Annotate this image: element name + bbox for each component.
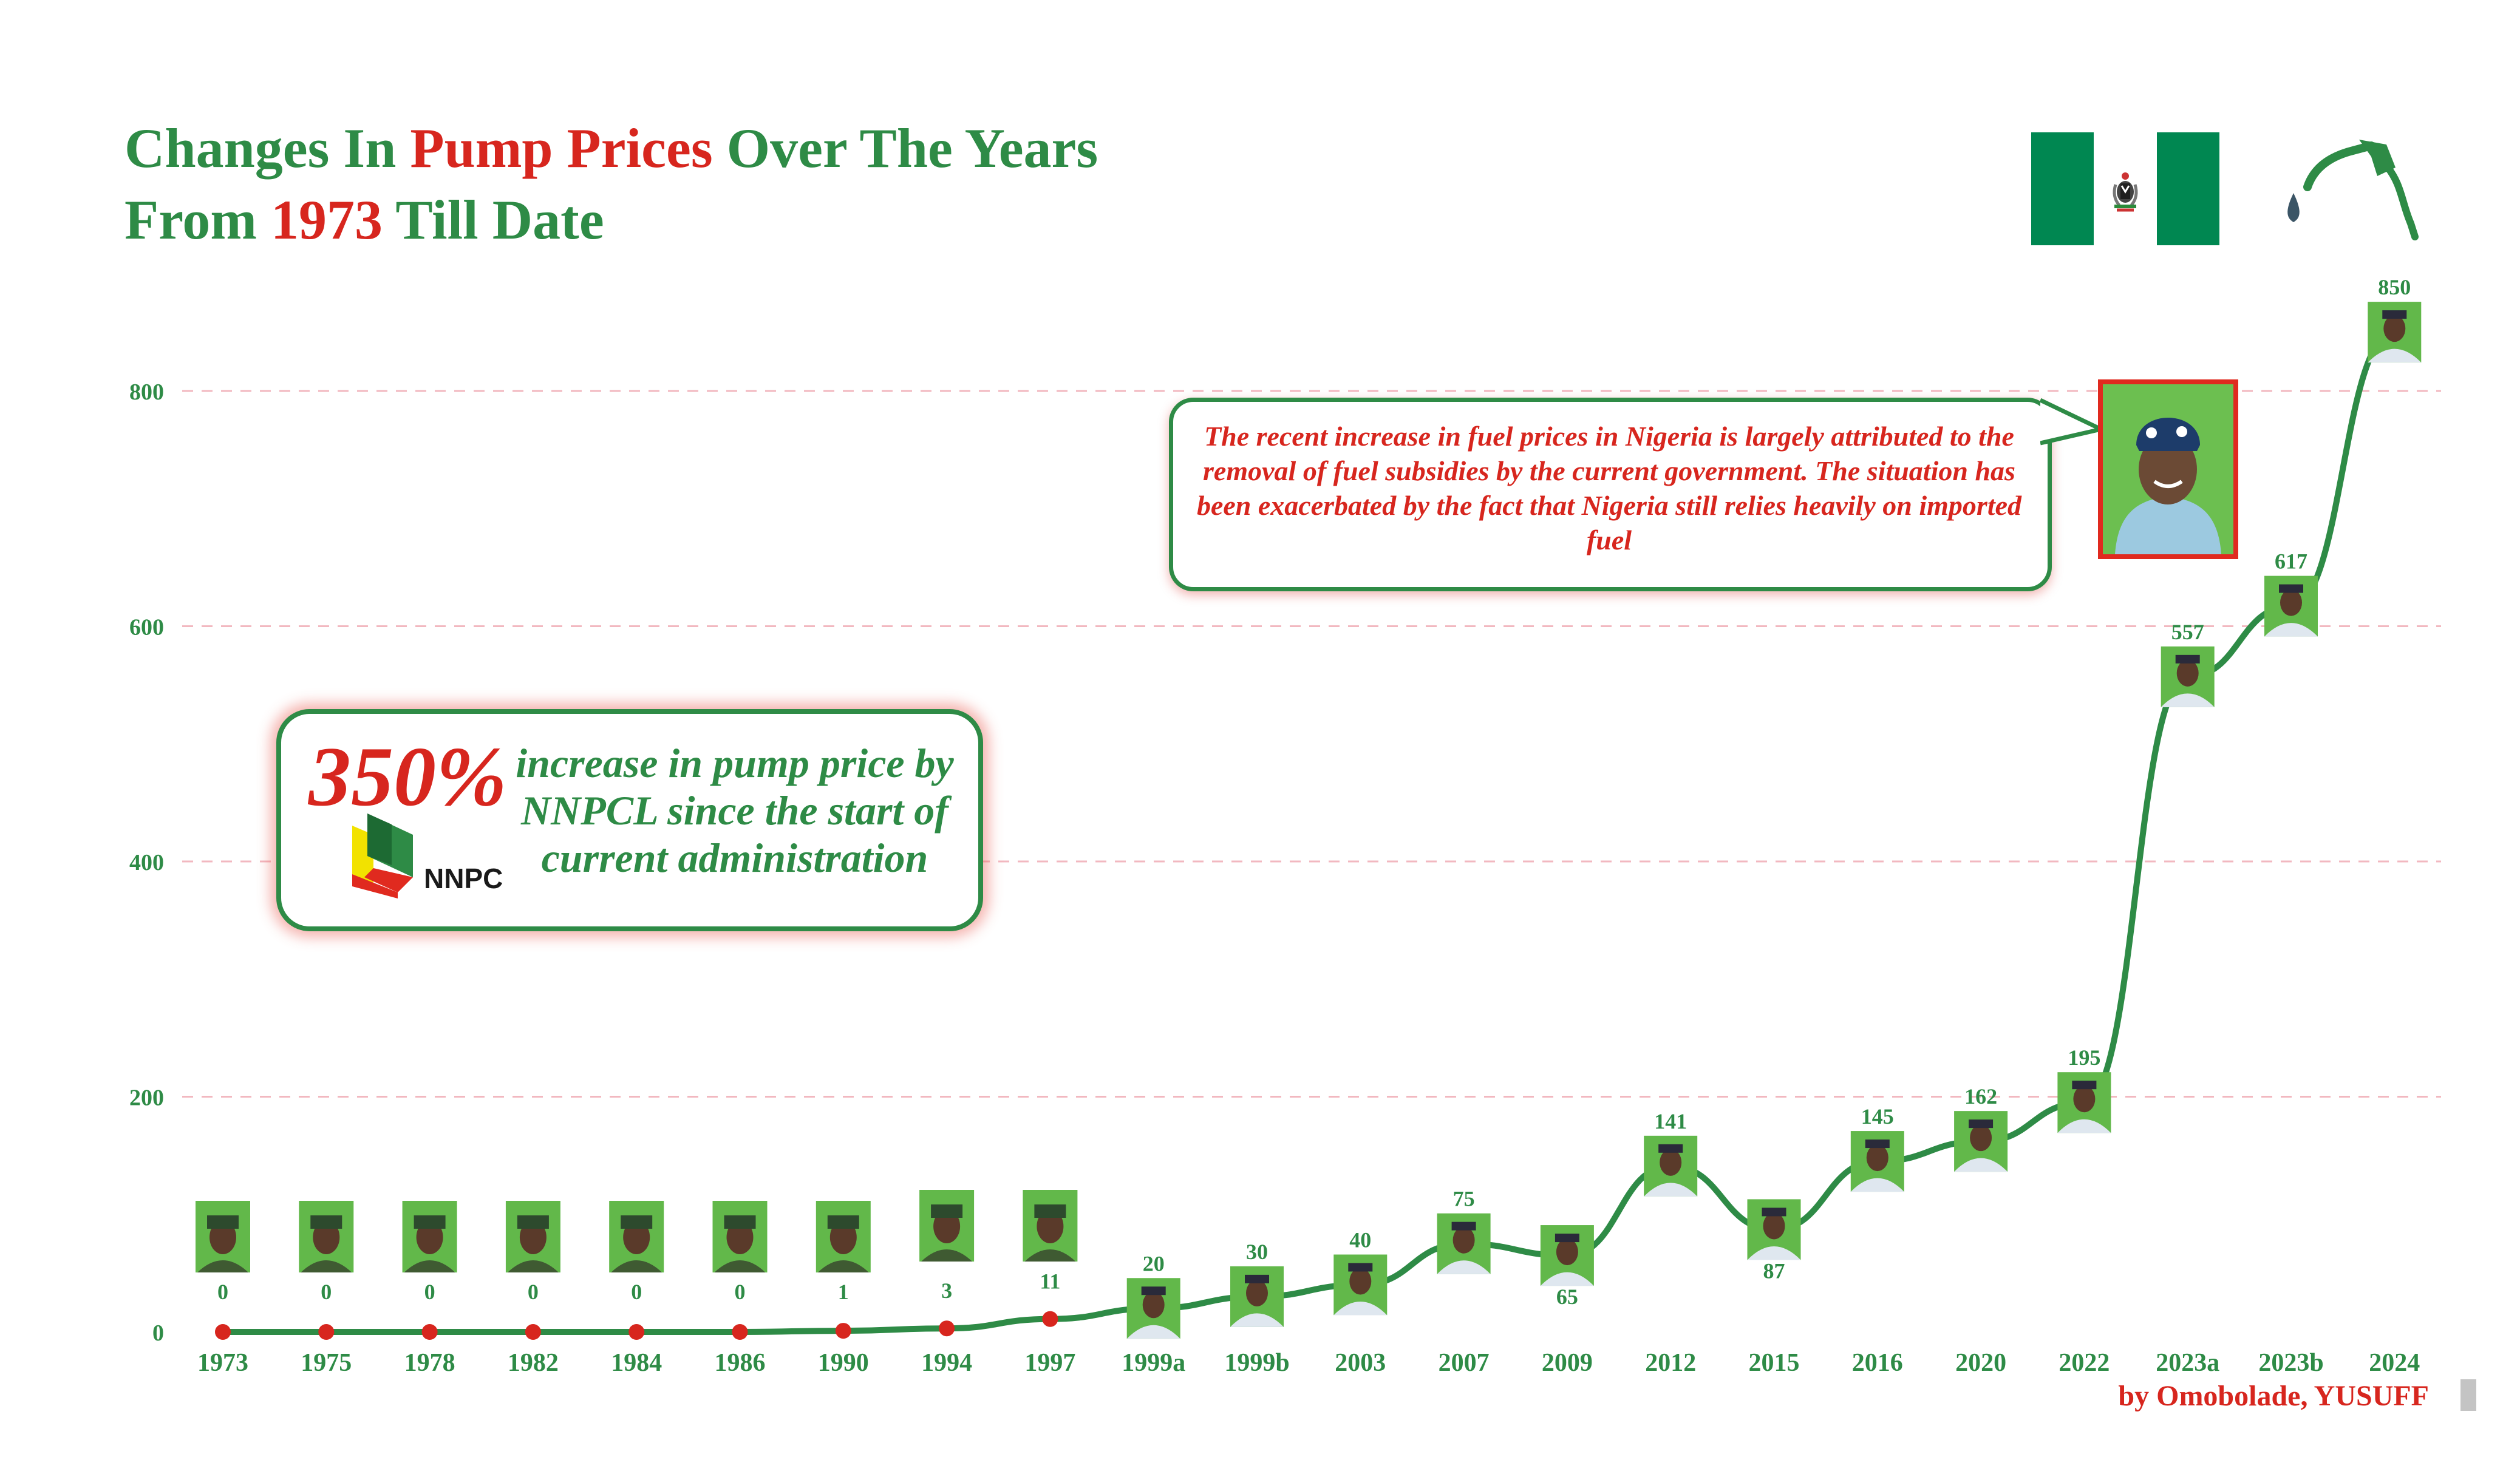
- y-tick-label: 400: [129, 850, 164, 875]
- callout-pointer: [2040, 398, 2107, 446]
- scrollbar-thumb[interactable]: [2460, 1379, 2476, 1411]
- leader-portrait-marker: [1230, 1266, 1284, 1327]
- coat-of-arms-icon: [2113, 172, 2138, 212]
- nnpc-logo-icon: [352, 813, 413, 898]
- data-label: 617: [2275, 549, 2307, 574]
- data-label: 65: [1556, 1285, 1578, 1309]
- data-point: [318, 1324, 335, 1340]
- leader-portrait-icon: [196, 1201, 250, 1272]
- x-tick-label: 2012: [1645, 1349, 1696, 1377]
- data-point: [835, 1323, 851, 1339]
- data-label: 1: [838, 1280, 849, 1304]
- fuel-pump-nozzle-icon: [2287, 140, 2419, 240]
- x-tick-label: 2022: [2059, 1349, 2110, 1377]
- data-label: 20: [1143, 1251, 1165, 1275]
- leader-portrait-marker: [2161, 646, 2215, 707]
- leader-portrait-marker: [1126, 1278, 1180, 1339]
- current-president-portrait: [2098, 379, 2238, 559]
- data-point: [628, 1324, 645, 1340]
- x-tick-label: 1990: [818, 1349, 869, 1377]
- data-label: 87: [1763, 1258, 1785, 1283]
- percent-increase-description: increase in pump price by NNPCL since th…: [516, 740, 954, 881]
- data-label: 0: [528, 1280, 539, 1304]
- title-line-2: From 1973 Till Date: [124, 189, 604, 251]
- leader-portrait-marker: [1333, 1254, 1388, 1316]
- data-point: [939, 1320, 955, 1337]
- author-credit: by Omobolade, YUSUFF: [2118, 1380, 2429, 1412]
- leader-portrait-marker: [1644, 1135, 1698, 1197]
- x-tick-label: 1986: [715, 1349, 766, 1377]
- x-tick-label: 2009: [1542, 1349, 1593, 1377]
- x-tick-label: 2023a: [2156, 1349, 2219, 1377]
- y-tick-label: 200: [129, 1085, 164, 1111]
- percent-increase-value: 350%: [308, 730, 507, 824]
- data-label: 40: [1349, 1228, 1371, 1252]
- leader-portrait-icon: [402, 1201, 457, 1272]
- leader-portrait-marker: [2368, 302, 2422, 363]
- subsidy-callout-box: [1169, 398, 2052, 591]
- x-tick-label: 1975: [301, 1349, 352, 1377]
- x-tick-label: 2024: [2369, 1349, 2420, 1377]
- leader-portrait-marker: [1437, 1213, 1491, 1274]
- x-tick-label: 2007: [1439, 1349, 1490, 1377]
- data-point: [421, 1324, 438, 1340]
- y-tick-label: 0: [152, 1320, 164, 1346]
- x-tick-label: 1997: [1024, 1349, 1075, 1377]
- data-label: 0: [321, 1280, 332, 1304]
- leader-portrait-icon: [609, 1201, 664, 1272]
- x-tick-label: 2016: [1852, 1349, 1903, 1377]
- data-point: [732, 1324, 748, 1340]
- data-label: 145: [1861, 1104, 1894, 1129]
- x-tick-label: 2015: [1749, 1349, 1800, 1377]
- data-label: 850: [2378, 275, 2411, 299]
- data-label: 0: [217, 1280, 228, 1304]
- leader-portrait-icon: [1023, 1190, 1078, 1262]
- data-label: 75: [1453, 1187, 1475, 1211]
- x-tick-label: 1982: [508, 1349, 559, 1377]
- leader-portrait-icon: [712, 1201, 768, 1272]
- data-label: 0: [735, 1280, 746, 1304]
- data-point: [525, 1324, 541, 1340]
- leader-portrait-icon: [299, 1201, 354, 1272]
- data-label: 557: [2171, 620, 2204, 644]
- title-line-1: Changes In Pump Prices Over The Years: [124, 117, 1098, 179]
- leader-portrait-marker: [1747, 1199, 1801, 1260]
- chart-title: Changes In Pump Prices Over The Years Fr…: [124, 112, 1098, 256]
- data-label: 141: [1654, 1109, 1687, 1133]
- leader-portrait-icon: [816, 1201, 871, 1272]
- x-tick-label: 1984: [611, 1349, 662, 1377]
- x-tick-label: 1973: [197, 1349, 248, 1377]
- leader-portrait-marker: [1850, 1131, 1904, 1192]
- data-label: 11: [1040, 1269, 1060, 1294]
- nnpc-logo-text: NNPC: [424, 863, 503, 894]
- leader-portrait-icon: [919, 1190, 975, 1262]
- data-point: [1042, 1311, 1058, 1327]
- nigeria-flag-icon: [2031, 132, 2219, 245]
- data-label: 3: [941, 1279, 952, 1303]
- x-tick-label: 1999a: [1122, 1349, 1185, 1377]
- x-tick-label: 2023b: [2258, 1349, 2323, 1377]
- subsidy-callout-text: The recent increase in fuel prices in Ni…: [1196, 421, 2022, 555]
- y-tick-label: 600: [129, 615, 164, 640]
- data-label: 30: [1246, 1240, 1268, 1264]
- leader-portrait-marker: [2264, 576, 2318, 637]
- data-point: [215, 1324, 231, 1340]
- leader-portrait-marker: [1954, 1111, 2008, 1172]
- leader-portrait-marker: [2057, 1072, 2111, 1133]
- x-tick-label: 1999b: [1224, 1349, 1289, 1377]
- y-tick-label: 800: [129, 379, 164, 405]
- data-label: 0: [631, 1280, 642, 1304]
- leader-portrait-icon: [505, 1201, 560, 1272]
- leader-portrait-marker: [1540, 1225, 1594, 1286]
- x-tick-label: 2003: [1335, 1349, 1386, 1377]
- data-label: 162: [1964, 1084, 1997, 1109]
- x-tick-label: 1978: [404, 1349, 455, 1377]
- x-tick-label: 1994: [921, 1349, 972, 1377]
- data-label: 195: [2068, 1045, 2100, 1070]
- x-tick-label: 2020: [1955, 1349, 2006, 1377]
- data-label: 0: [424, 1280, 435, 1304]
